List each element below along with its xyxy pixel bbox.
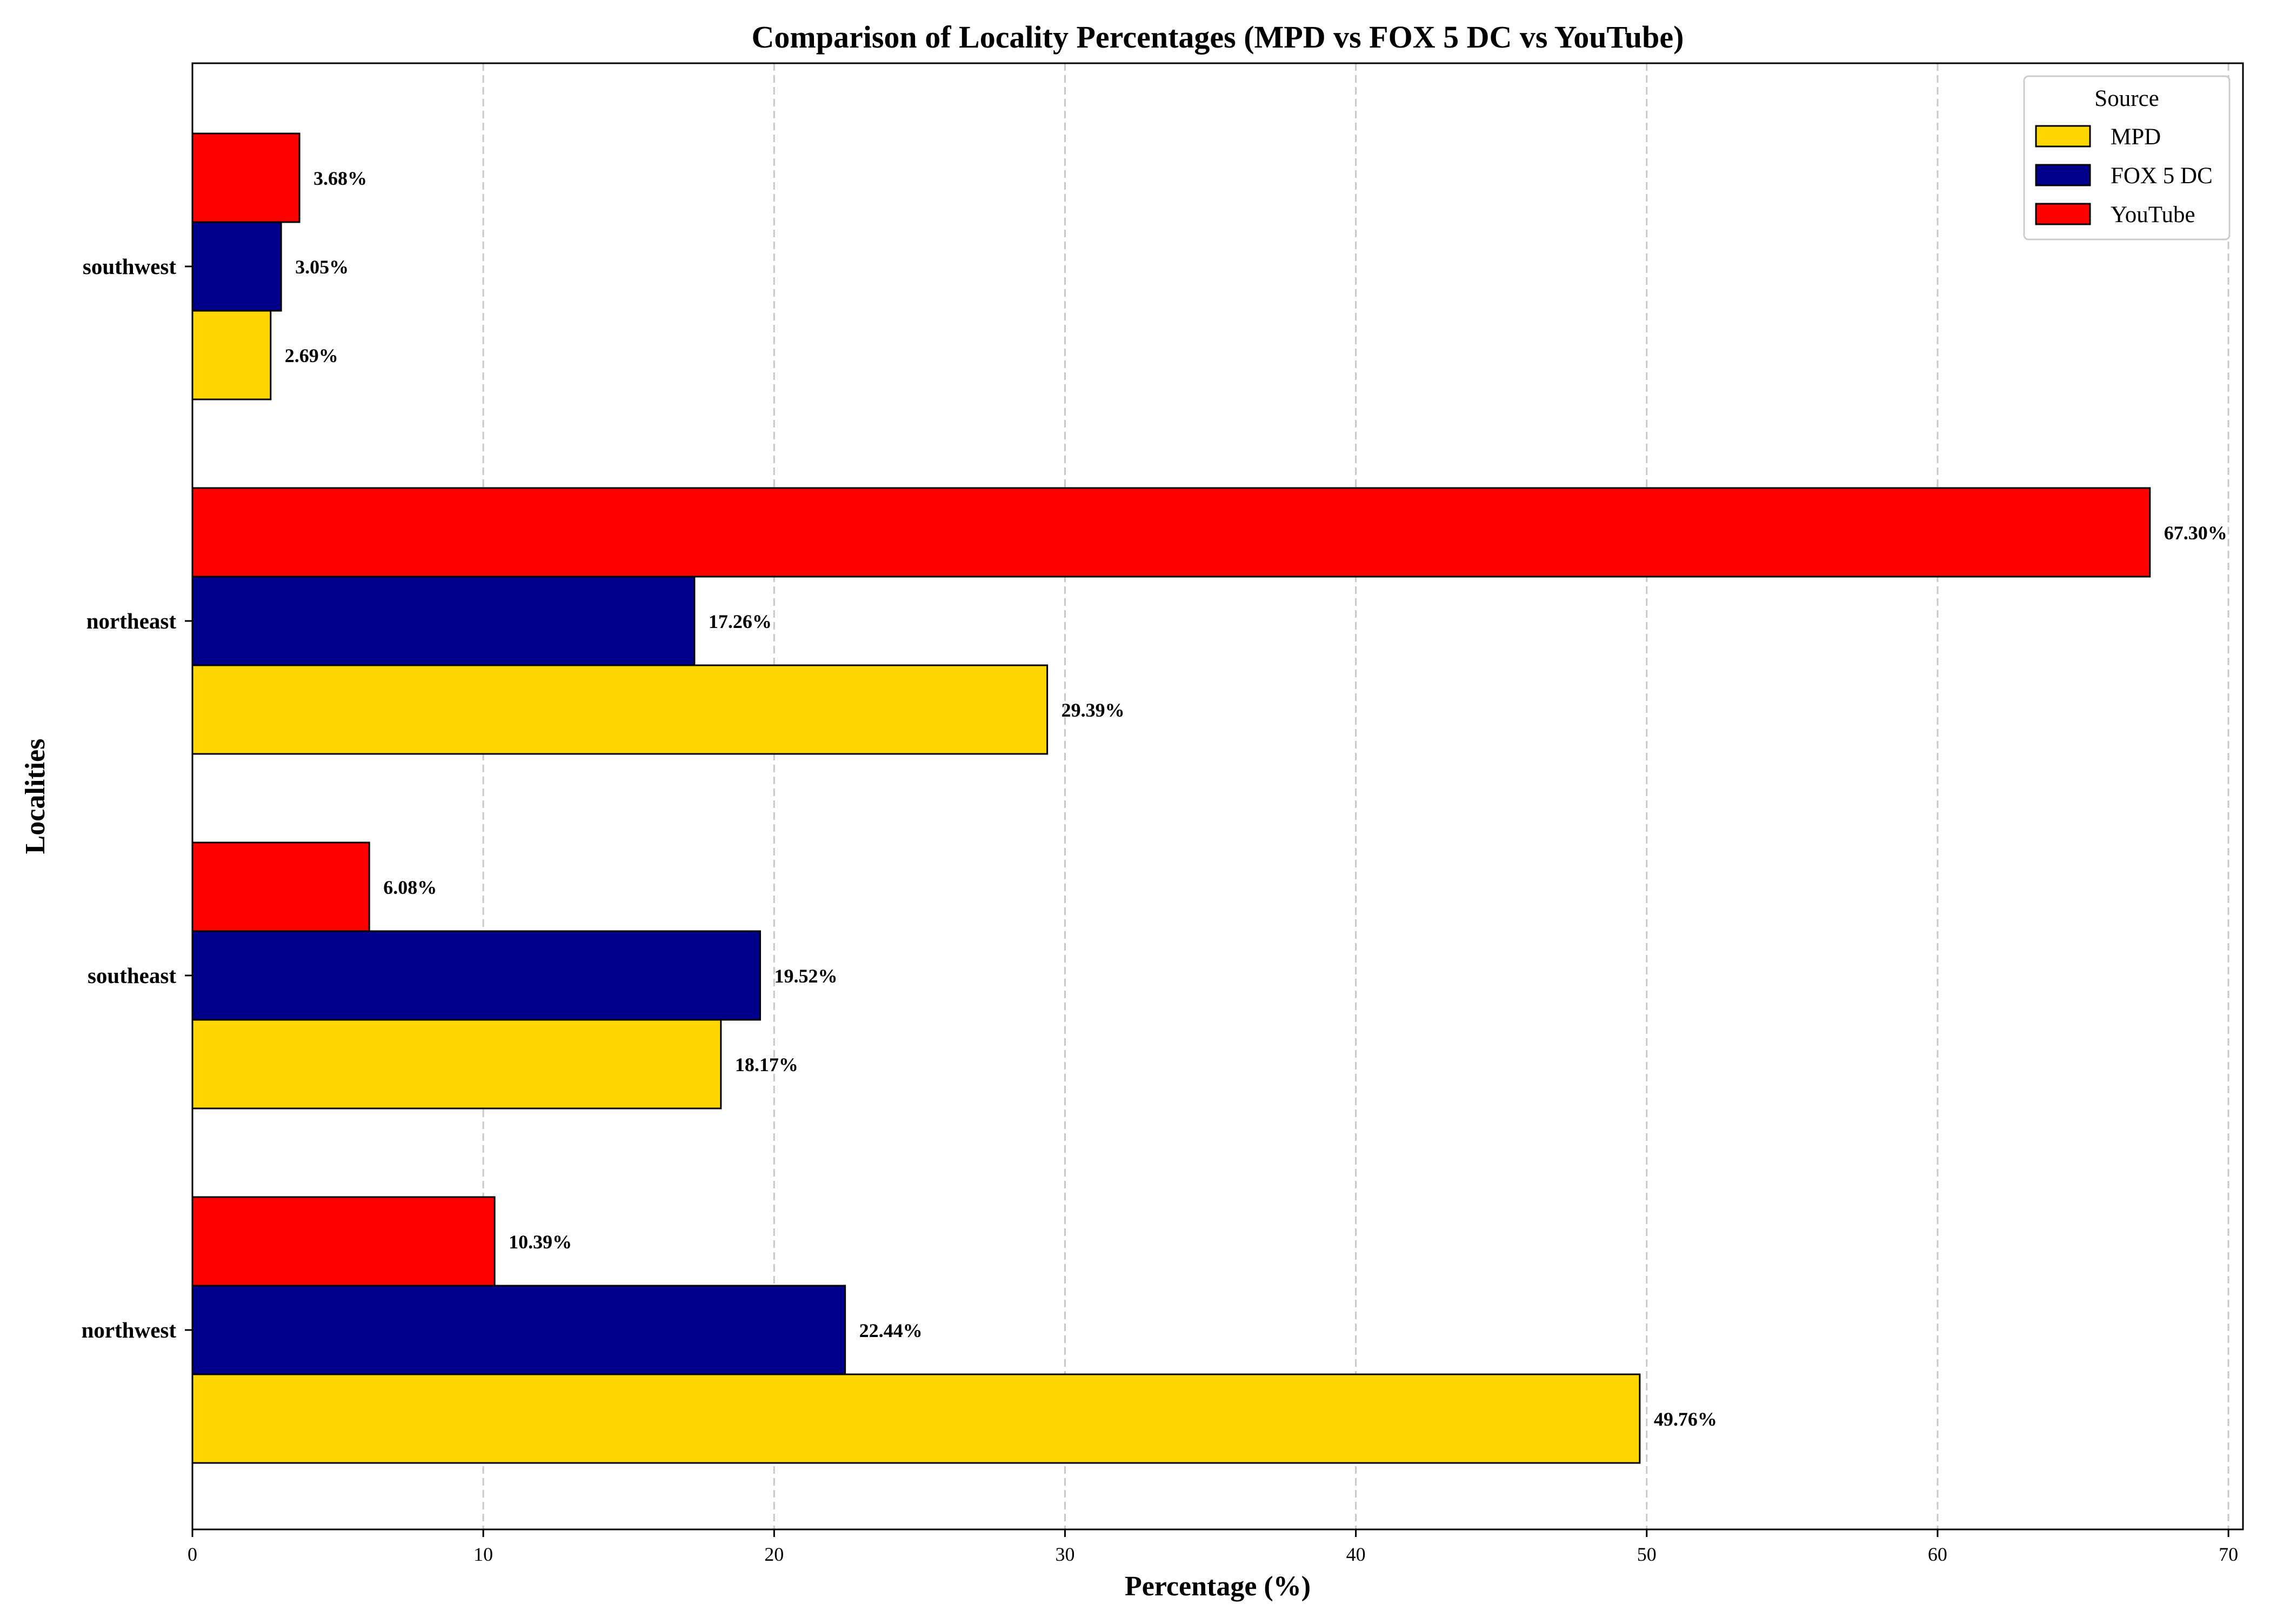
bar-mpd-northwest	[191, 1373, 1641, 1464]
bar-value-label: 3.68%	[313, 168, 367, 189]
x-tick-label: 30	[1055, 1543, 1074, 1565]
bar-mpd-northeast	[191, 664, 1049, 755]
bars-layer	[191, 132, 2151, 1464]
y-tick-label-southeast: southeast	[88, 963, 176, 988]
bar-youtube-northeast	[191, 487, 2151, 578]
bar-value-label: 6.08%	[383, 877, 437, 898]
bar-fox-5-dc-northwest	[191, 1285, 846, 1375]
bar-value-label: 3.05%	[295, 256, 349, 278]
bar-value-label: 49.76%	[1654, 1408, 1717, 1430]
grid-layer	[482, 63, 2229, 1529]
bar-youtube-southwest	[191, 132, 301, 223]
x-tick-label: 70	[2219, 1543, 2238, 1565]
x-tick-label: 0	[188, 1543, 197, 1565]
bar-mpd-southwest	[191, 310, 272, 400]
bar-labels-layer: 49.76% 22.44% 10.39% 18.17% 19.52% 6.08% 29.39…	[285, 168, 2227, 1430]
legend: Source MPD FOX 5 DC YouTube	[2023, 75, 2231, 240]
bar-value-label: 2.69%	[285, 345, 338, 366]
bar-youtube-northwest	[191, 1196, 496, 1287]
bar-value-label: 17.26%	[709, 611, 772, 632]
bar-mpd-southeast	[191, 1019, 722, 1110]
y-tick-label-southwest: southwest	[83, 254, 176, 279]
legend-title: Source	[2094, 86, 2159, 111]
plot-frame	[191, 62, 2244, 1531]
bar-youtube-southeast	[191, 841, 370, 932]
x-tick-label: 60	[1928, 1543, 1947, 1565]
legend-swatch-fox-5-dc	[2035, 164, 2091, 186]
x-tick-label: 40	[1346, 1543, 1366, 1565]
x-tick-label: 50	[1637, 1543, 1657, 1565]
x-axis-ticks: 0 10 20 30 40 50 60 70	[188, 1529, 2238, 1565]
legend-swatch-youtube	[2035, 203, 2091, 225]
x-tick-label: 20	[764, 1543, 784, 1565]
bar-fox-5-dc-southwest	[191, 221, 282, 312]
legend-swatch-mpd	[2035, 125, 2091, 148]
bar-value-label: 10.39%	[509, 1231, 572, 1253]
y-axis-label: Localities	[20, 739, 51, 854]
legend-box	[2023, 75, 2231, 240]
chart-title: Comparison of Locality Percentages (MPD …	[752, 19, 1684, 55]
bar-fox-5-dc-southeast	[191, 930, 761, 1021]
bar-value-label: 18.17%	[735, 1054, 798, 1075]
y-tick-label-northwest: northwest	[82, 1318, 177, 1342]
bar-fox-5-dc-northeast	[191, 576, 696, 666]
legend-label: YouTube	[2111, 202, 2195, 228]
y-axis-ticks: northwest southeast northeast southwest	[82, 254, 192, 1342]
legend-label: FOX 5 DC	[2111, 163, 2213, 189]
bar-value-label: 22.44%	[859, 1320, 923, 1341]
legend-items: MPD FOX 5 DC YouTube	[2035, 124, 2213, 228]
x-tick-label: 10	[473, 1543, 493, 1565]
bar-value-label: 19.52%	[774, 965, 837, 987]
bar-value-label: 67.30%	[2164, 522, 2227, 544]
legend-label: MPD	[2111, 124, 2161, 150]
bar-value-label: 29.39%	[1061, 699, 1125, 721]
y-tick-label-northeast: northeast	[86, 609, 177, 633]
x-axis-label: Percentage (%)	[1125, 1571, 1311, 1602]
